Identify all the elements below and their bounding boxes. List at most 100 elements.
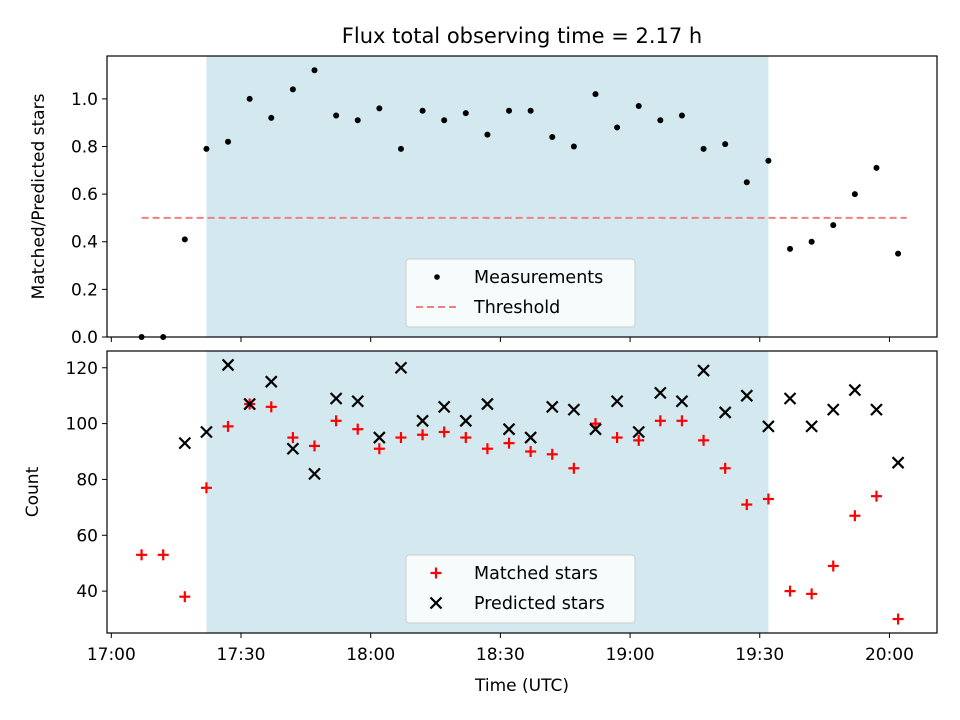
top-y-ticks: 0.0 0.2 0.4 0.6 0.8 1.0 [71, 90, 107, 348]
predicted-star-point [762, 420, 775, 433]
measurement-point [441, 117, 448, 124]
y-tick-label: 120 [66, 359, 98, 379]
predicted-star-point [783, 392, 797, 405]
measurement-point [419, 107, 426, 114]
cross-stroke [545, 400, 559, 414]
legend-measurements-label: Measurements [474, 268, 603, 288]
measurement-point [203, 145, 210, 152]
bottom-axes-frame [106, 350, 938, 634]
x-tick-label: 19:00 [606, 645, 655, 665]
matched-star-point [633, 434, 645, 446]
measurement-point [311, 67, 318, 74]
measurement-point [354, 117, 361, 124]
predicted-star-point [718, 406, 732, 419]
predicted-star-point [610, 394, 624, 408]
matched-star-point [438, 426, 450, 438]
y-tick-label: 80 [76, 470, 98, 490]
predicted-star-point [329, 392, 343, 405]
predicted-star-point [351, 394, 365, 408]
cross-stroke [610, 394, 624, 408]
predicted-star-point [545, 400, 559, 414]
cross-stroke [429, 596, 443, 610]
cross-stroke [848, 383, 862, 397]
matched-star-point [222, 420, 234, 432]
matched-star-point [352, 423, 364, 435]
predicted-star-point [826, 403, 840, 416]
measurement-point [657, 117, 664, 124]
y-tick-label: 0.0 [71, 328, 98, 348]
measurement-point [333, 112, 340, 119]
matched-star-point [265, 401, 277, 413]
cross-stroke [675, 394, 689, 408]
measurement-point [808, 238, 815, 245]
matched-star-point [309, 440, 320, 452]
predicted-star-point [891, 456, 905, 469]
matched-star-point [460, 432, 472, 444]
measurement-point [851, 191, 858, 198]
measurement-point [765, 157, 772, 164]
predicted-stars-series [178, 358, 905, 481]
legend-matched-label: Matched stars [474, 564, 598, 584]
cross-stroke [697, 364, 710, 377]
predicted-star-point [524, 431, 537, 444]
y-tick-label: 0.4 [71, 233, 98, 253]
predicted-star-point [654, 386, 667, 400]
matched-star-point [762, 493, 774, 505]
cross-stroke [718, 406, 732, 419]
predicted-star-point [178, 436, 192, 450]
measurement-point [527, 107, 534, 114]
predicted-star-point [264, 375, 278, 388]
top-legend-box [405, 258, 636, 328]
cross-stroke [762, 420, 775, 433]
cross-stroke [329, 392, 343, 405]
predicted-star-point [437, 400, 451, 414]
matched-star-point [481, 443, 493, 455]
cross-stroke [286, 442, 300, 456]
predicted-star-point [805, 420, 818, 433]
matched-star-point [157, 549, 169, 561]
predicted-star-point [567, 403, 581, 416]
legend-cross-glyph [429, 596, 443, 610]
x-tick-label: 17:00 [87, 645, 136, 665]
cross-stroke [200, 425, 213, 439]
y-tick-label: 100 [66, 415, 98, 435]
legend-threshold-label: Threshold [473, 298, 560, 318]
legend-measurements-marker [434, 274, 440, 280]
predicted-star-point [459, 414, 473, 428]
cross-stroke [264, 375, 278, 388]
measurement-point [635, 103, 642, 110]
legend-matched-marker [430, 567, 442, 579]
x-tick-label: 17:30 [217, 645, 266, 665]
top-x-ticks [110, 337, 890, 342]
matched-stars-series [136, 398, 904, 625]
measurement-point [397, 145, 404, 152]
cross-stroke [632, 425, 645, 439]
measurements-series [138, 67, 902, 340]
measurement-point [462, 110, 469, 117]
legend-predicted-marker [429, 596, 443, 610]
cross-stroke [308, 467, 321, 481]
matched-star-point [827, 560, 839, 572]
matched-star-point [870, 490, 882, 502]
bottom-y-ticks: 40 60 80 100 120 [66, 359, 107, 602]
cross-stroke [243, 397, 256, 411]
y-tick-label: 60 [76, 526, 98, 546]
measurement-point [289, 86, 296, 93]
measurement-point [614, 124, 621, 131]
cross-stroke [373, 431, 386, 444]
matched-star-point [784, 585, 796, 597]
predicted-star-point [308, 467, 321, 481]
predicted-star-point [632, 425, 645, 439]
matched-star-point [136, 549, 148, 561]
cross-stroke [826, 403, 840, 416]
cross-stroke [502, 422, 516, 436]
bottom-y-axis-label: Count [23, 466, 43, 517]
measurement-point [268, 114, 275, 121]
predicted-star-point [221, 358, 235, 372]
predicted-star-point [416, 414, 429, 428]
predicted-star-point [675, 394, 689, 408]
matched-star-point [611, 432, 623, 444]
y-tick-label: 0.6 [71, 185, 98, 205]
matched-star-point [719, 462, 731, 474]
predicted-star-point [394, 361, 408, 375]
